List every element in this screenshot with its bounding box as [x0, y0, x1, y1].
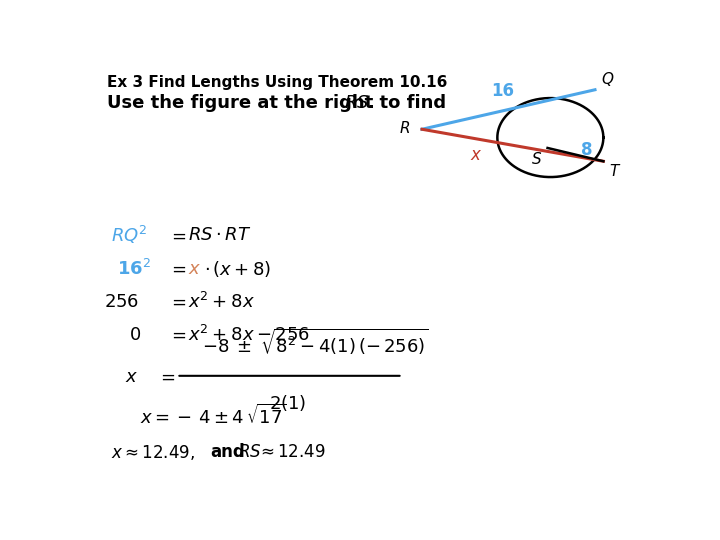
Text: $S$: $S$	[531, 151, 542, 167]
Text: $x^2 + 8x - 256$: $x^2 + 8x - 256$	[188, 325, 310, 345]
Text: $\mathbf{16}^2$: $\mathbf{16}^2$	[117, 259, 150, 279]
Text: Use the figure at the right to find: Use the figure at the right to find	[107, 94, 452, 112]
Text: $256$: $256$	[104, 293, 139, 311]
Text: $\mathit{RS}$.: $\mathit{RS}$.	[344, 94, 375, 112]
Text: $Q$: $Q$	[600, 70, 614, 87]
Text: $=$: $=$	[157, 368, 176, 386]
Text: $\approx 12.49$: $\approx 12.49$	[258, 443, 326, 461]
Text: $\mathit{x}$: $\mathit{x}$	[188, 260, 201, 278]
Text: $\mathit{RS}$: $\mathit{RS}$	[238, 443, 261, 461]
Text: $=$: $=$	[168, 326, 186, 344]
Text: $T$: $T$	[609, 163, 621, 179]
Text: and: and	[210, 443, 245, 461]
Text: $R$: $R$	[399, 120, 410, 137]
Text: 8: 8	[581, 140, 593, 159]
Text: $0$: $0$	[129, 326, 141, 344]
Text: $x$: $x$	[125, 368, 138, 386]
Text: $=$: $=$	[168, 226, 186, 244]
Text: $=$: $=$	[168, 260, 186, 278]
Text: $x^2 + 8x$: $x^2 + 8x$	[188, 292, 254, 312]
Text: 16: 16	[492, 83, 514, 100]
Text: $\mathit{RQ}^2$: $\mathit{RQ}^2$	[111, 224, 148, 246]
Text: $x \approx 12.49,$: $x \approx 12.49,$	[111, 443, 195, 462]
Text: $\mathit{x}$: $\mathit{x}$	[470, 146, 482, 164]
Text: $=$: $=$	[168, 293, 186, 311]
Text: $\cdot\,(x + 8)$: $\cdot\,(x + 8)$	[204, 259, 271, 279]
Text: Ex 3 Find Lengths Using Theorem 10.16: Ex 3 Find Lengths Using Theorem 10.16	[107, 75, 447, 90]
Text: $2(1)$: $2(1)$	[269, 393, 307, 413]
Text: $x = -\,4 \pm 4\,\sqrt{17}$: $x = -\,4 \pm 4\,\sqrt{17}$	[140, 404, 287, 428]
Text: $\mathit{RS} \cdot \mathit{RT}$: $\mathit{RS} \cdot \mathit{RT}$	[188, 226, 251, 244]
Text: $-8\;\pm\;\sqrt{8^2-4(1)\,(-\,256)}$: $-8\;\pm\;\sqrt{8^2-4(1)\,(-\,256)}$	[202, 326, 428, 357]
